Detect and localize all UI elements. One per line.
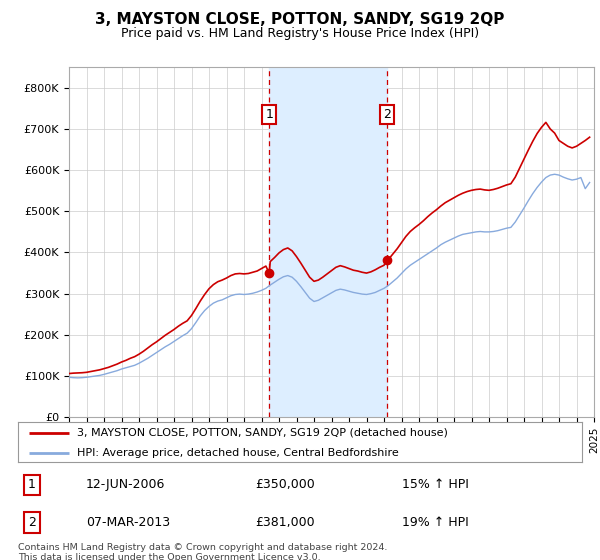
Text: HPI: Average price, detached house, Central Bedfordshire: HPI: Average price, detached house, Cent… [77,448,399,458]
Bar [269,67,387,417]
Text: 3, MAYSTON CLOSE, POTTON, SANDY, SG19 2QP: 3, MAYSTON CLOSE, POTTON, SANDY, SG19 2Q… [95,12,505,27]
Text: 15% ↑ HPI: 15% ↑ HPI [401,478,469,492]
Text: 1: 1 [265,108,273,121]
Text: 3, MAYSTON CLOSE, POTTON, SANDY, SG19 2QP (detached house): 3, MAYSTON CLOSE, POTTON, SANDY, SG19 2Q… [77,428,448,438]
Text: 19% ↑ HPI: 19% ↑ HPI [401,516,468,529]
Text: 1: 1 [28,478,36,492]
Text: 07-MAR-2013: 07-MAR-2013 [86,516,170,529]
Text: Price paid vs. HM Land Registry's House Price Index (HPI): Price paid vs. HM Land Registry's House … [121,27,479,40]
Text: £350,000: £350,000 [255,478,314,492]
Text: 2: 2 [383,108,391,121]
Text: £381,000: £381,000 [255,516,314,529]
Text: Contains HM Land Registry data © Crown copyright and database right 2024.
This d: Contains HM Land Registry data © Crown c… [18,543,388,560]
Text: 12-JUN-2006: 12-JUN-2006 [86,478,165,492]
Text: 2: 2 [28,516,36,529]
